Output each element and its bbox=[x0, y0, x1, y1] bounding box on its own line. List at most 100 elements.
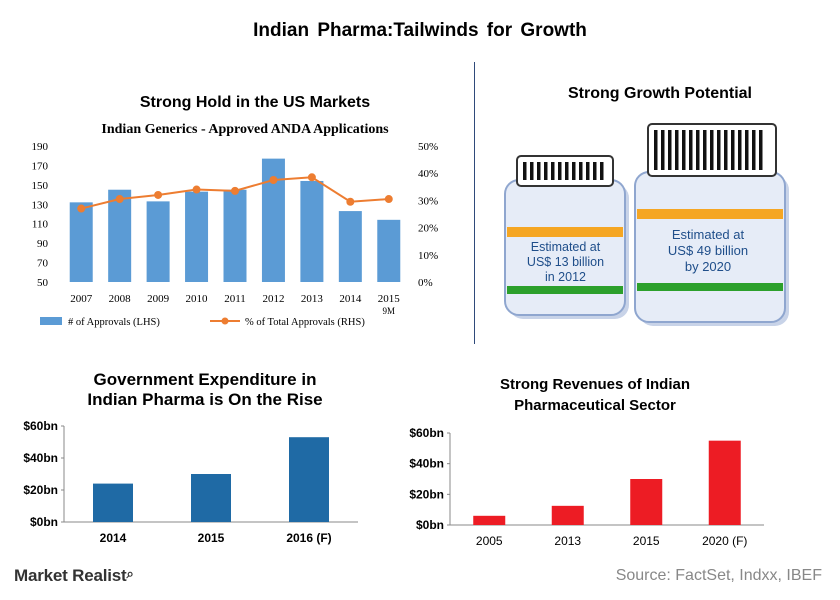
revenue-bar bbox=[708, 440, 741, 525]
jar-small-text: Estimated at US$ 13 billion in 2012 bbox=[508, 240, 623, 285]
govt-title-line-1: Government Expenditure in bbox=[93, 370, 317, 389]
anda-bar bbox=[108, 189, 132, 282]
main-title: Indian Pharma:Tailwinds for Growth bbox=[253, 20, 587, 41]
anda-bar bbox=[338, 211, 362, 282]
jar-large-line-3: by 2020 bbox=[684, 259, 732, 274]
anda-x-label: 2012 bbox=[262, 293, 284, 305]
anda-left-tick: 170 bbox=[32, 160, 49, 172]
govt-y-tick: $20bn bbox=[23, 483, 58, 497]
govt-title-line-2: Indian Pharma is On the Rise bbox=[87, 390, 323, 409]
anda-x-label: 2015 bbox=[378, 293, 401, 305]
revenue-chart: $0bn $20bn $40bn $60bn 2005 2013 2015 2020 (F) bbox=[409, 426, 764, 548]
logo-text: Market Realist bbox=[14, 566, 127, 585]
jar-large-cap-stripe bbox=[710, 130, 714, 170]
source-note: Source: FactSet, Indxx, IBEF bbox=[615, 567, 822, 584]
revenue-bar bbox=[551, 505, 584, 525]
revenue-x-label: 2015 bbox=[633, 534, 660, 548]
anda-x-sublabel: 9M bbox=[383, 306, 396, 316]
govt-x-label: 2014 bbox=[100, 531, 127, 545]
jar-large-cap-stripe bbox=[682, 130, 686, 170]
jar-large-cap-stripe bbox=[752, 130, 756, 170]
jar-small-cap-stripe bbox=[600, 162, 604, 180]
anda-line-point bbox=[154, 190, 163, 199]
jar-small-line-1: Estimated at bbox=[530, 240, 601, 254]
govt-bar bbox=[191, 474, 231, 522]
anda-right-tick: 20% bbox=[418, 223, 438, 235]
jar-large-cap-stripe bbox=[668, 130, 672, 170]
anda-line-point bbox=[192, 185, 201, 194]
anda-line-point bbox=[77, 204, 86, 213]
anda-left-tick: 150 bbox=[32, 180, 49, 192]
revenue-y-tick: $40bn bbox=[409, 457, 444, 471]
anda-line-point bbox=[269, 176, 278, 184]
jar-small-cap-stripe bbox=[530, 162, 534, 180]
anda-right-tick: 30% bbox=[418, 195, 438, 207]
anda-right-tick: 40% bbox=[418, 168, 438, 180]
revenue-title-line-2: Pharmaceutical Sector bbox=[514, 397, 676, 414]
jar-small-cap-stripe bbox=[593, 162, 597, 180]
revenue-x-label: 2005 bbox=[476, 534, 503, 548]
jars-illustration bbox=[504, 123, 789, 326]
jar-small-cap-stripe bbox=[565, 162, 569, 180]
jar-large-green-band bbox=[637, 283, 783, 291]
anda-line-point bbox=[307, 173, 316, 182]
jar-large-cap-stripe bbox=[759, 130, 763, 170]
revenue-y-tick: $20bn bbox=[409, 487, 444, 501]
govt-y-tick: $0bn bbox=[30, 515, 58, 529]
magnifier-icon: ⌕ bbox=[126, 566, 134, 581]
growth-section-title: Strong Growth Potential bbox=[568, 85, 752, 102]
anda-bar bbox=[261, 158, 285, 282]
anda-bar bbox=[300, 180, 324, 282]
jar-small-cap-stripe bbox=[558, 162, 562, 180]
jar-large-text: Estimated at US$ 49 billion by 2020 bbox=[638, 227, 778, 275]
anda-right-tick: 10% bbox=[418, 250, 438, 262]
jar-large-cap-stripe bbox=[689, 130, 693, 170]
anda-bar bbox=[69, 202, 93, 282]
jar-large-line-2: US$ 49 billion bbox=[667, 243, 749, 258]
jar-small-cap-stripe bbox=[579, 162, 583, 180]
revenue-bar bbox=[630, 479, 663, 525]
revenue-y-tick: $60bn bbox=[409, 426, 444, 440]
anda-section-title: Strong Hold in the US Markets bbox=[139, 94, 371, 111]
jar-small-cap-stripe bbox=[551, 162, 555, 180]
anda-x-label: 2014 bbox=[339, 293, 362, 305]
jar-small-line-3: in 2012 bbox=[544, 270, 586, 284]
anda-left-tick: 70 bbox=[37, 258, 49, 270]
anda-x-label: 2013 bbox=[301, 293, 324, 305]
jar-small-cap-stripe bbox=[544, 162, 548, 180]
anda-chart: 50 70 90 110 130 150 170 190 0% 10% 20% 30% 40% 50% 20… bbox=[32, 141, 439, 328]
govt-y-tick: $40bn bbox=[23, 451, 58, 465]
anda-left-tick: 190 bbox=[32, 141, 49, 153]
govt-x-label: 2016 (F) bbox=[286, 531, 331, 545]
jar-large-orange-band bbox=[637, 209, 783, 219]
jar-large-cap-stripe bbox=[724, 130, 728, 170]
jar-small-line-2: US$ 13 billion bbox=[526, 255, 605, 269]
anda-line-point bbox=[346, 197, 355, 206]
jar-small-cap-stripe bbox=[586, 162, 590, 180]
market-realist-logo: Market Realist⌕ bbox=[14, 566, 134, 586]
govt-x-label: 2015 bbox=[198, 531, 225, 545]
legend-line-label: % of Total Approvals (RHS) bbox=[245, 317, 365, 328]
jar-large-line-1: Estimated at bbox=[671, 227, 745, 242]
jar-large-cap-stripe bbox=[731, 130, 735, 170]
anda-x-label: 2011 bbox=[224, 293, 246, 305]
anda-right-tick: 0% bbox=[418, 277, 433, 289]
jar-small-cap-stripe bbox=[572, 162, 576, 180]
anda-line-point bbox=[231, 186, 239, 195]
anda-x-label: 2008 bbox=[109, 293, 132, 305]
anda-left-tick: 90 bbox=[37, 238, 49, 250]
legend-bar-label: # of Approvals (LHS) bbox=[68, 317, 160, 328]
jar-large-cap-stripe bbox=[738, 130, 742, 170]
revenue-chart-title: Strong Revenues of Indian Pharmaceutical… bbox=[450, 374, 740, 416]
revenue-y-tick: $0bn bbox=[416, 518, 444, 532]
anda-bar bbox=[146, 201, 170, 282]
jar-large-cap-stripe bbox=[745, 130, 749, 170]
jar-small-cap-stripe bbox=[523, 162, 527, 180]
govt-bar bbox=[93, 483, 133, 522]
revenue-bar bbox=[473, 515, 506, 525]
govt-bar bbox=[289, 437, 329, 522]
anda-right-tick: 50% bbox=[418, 141, 438, 153]
anda-chart-title: Indian Generics - Approved ANDA Applicat… bbox=[101, 122, 389, 137]
anda-bar bbox=[377, 219, 401, 282]
vertical-divider bbox=[474, 62, 475, 344]
